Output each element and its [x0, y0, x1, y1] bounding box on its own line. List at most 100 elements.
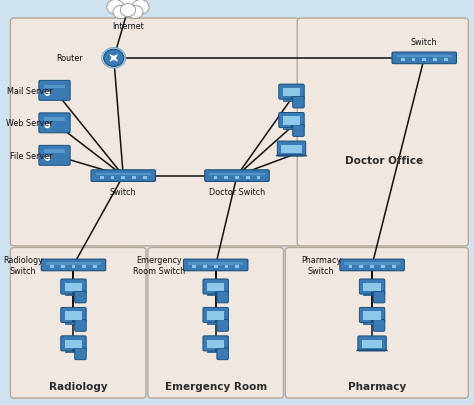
FancyBboxPatch shape	[392, 53, 456, 64]
FancyBboxPatch shape	[91, 171, 155, 182]
FancyBboxPatch shape	[207, 283, 224, 292]
FancyBboxPatch shape	[143, 177, 146, 179]
Text: Internet: Internet	[112, 22, 144, 31]
FancyBboxPatch shape	[344, 262, 400, 265]
FancyBboxPatch shape	[39, 146, 70, 166]
Text: Pharmacy: Pharmacy	[348, 381, 406, 391]
Circle shape	[113, 6, 128, 19]
FancyBboxPatch shape	[203, 336, 228, 351]
FancyBboxPatch shape	[205, 171, 269, 182]
FancyBboxPatch shape	[210, 173, 264, 176]
FancyBboxPatch shape	[65, 340, 82, 348]
Circle shape	[45, 125, 50, 128]
FancyBboxPatch shape	[207, 294, 224, 296]
Circle shape	[107, 0, 124, 15]
FancyBboxPatch shape	[192, 266, 196, 269]
Text: Mail Server: Mail Server	[7, 87, 52, 96]
Circle shape	[102, 49, 126, 69]
FancyBboxPatch shape	[283, 100, 300, 101]
Text: Doctor Office: Doctor Office	[345, 156, 423, 166]
FancyBboxPatch shape	[285, 248, 468, 398]
FancyBboxPatch shape	[61, 308, 86, 323]
FancyBboxPatch shape	[148, 248, 283, 398]
FancyBboxPatch shape	[293, 126, 304, 137]
FancyBboxPatch shape	[65, 351, 82, 352]
FancyBboxPatch shape	[39, 81, 70, 101]
FancyBboxPatch shape	[39, 113, 70, 134]
FancyBboxPatch shape	[279, 113, 304, 128]
FancyBboxPatch shape	[217, 348, 228, 360]
FancyBboxPatch shape	[392, 266, 395, 269]
FancyBboxPatch shape	[217, 292, 228, 303]
FancyBboxPatch shape	[214, 266, 218, 269]
FancyBboxPatch shape	[358, 336, 386, 351]
FancyBboxPatch shape	[381, 266, 385, 269]
FancyBboxPatch shape	[444, 59, 447, 62]
FancyBboxPatch shape	[203, 266, 207, 269]
FancyBboxPatch shape	[359, 266, 363, 269]
FancyBboxPatch shape	[374, 320, 385, 331]
Text: Switch: Switch	[110, 188, 137, 197]
FancyBboxPatch shape	[364, 283, 381, 292]
FancyBboxPatch shape	[411, 59, 415, 62]
FancyBboxPatch shape	[364, 294, 381, 296]
FancyBboxPatch shape	[359, 308, 385, 323]
FancyBboxPatch shape	[217, 320, 228, 331]
FancyBboxPatch shape	[75, 348, 86, 360]
Text: File Server: File Server	[9, 151, 52, 160]
Polygon shape	[356, 350, 388, 351]
Text: Emergency
Room Switch: Emergency Room Switch	[133, 256, 185, 275]
FancyBboxPatch shape	[364, 322, 381, 324]
FancyBboxPatch shape	[44, 85, 65, 89]
FancyBboxPatch shape	[374, 292, 385, 303]
FancyBboxPatch shape	[75, 292, 86, 303]
FancyBboxPatch shape	[188, 262, 244, 265]
Circle shape	[104, 50, 124, 67]
FancyBboxPatch shape	[225, 266, 228, 269]
FancyBboxPatch shape	[297, 19, 468, 246]
Text: Pharmacy
Switch: Pharmacy Switch	[301, 256, 341, 275]
FancyBboxPatch shape	[82, 266, 86, 269]
FancyBboxPatch shape	[65, 283, 82, 292]
Text: Radiology
Switch: Radiology Switch	[3, 256, 43, 275]
FancyBboxPatch shape	[277, 142, 306, 157]
FancyBboxPatch shape	[183, 260, 248, 271]
Circle shape	[120, 4, 136, 17]
Text: Emergency Room: Emergency Room	[164, 381, 267, 391]
FancyBboxPatch shape	[44, 118, 65, 122]
FancyBboxPatch shape	[340, 260, 404, 271]
Circle shape	[45, 157, 50, 161]
FancyBboxPatch shape	[349, 266, 352, 269]
FancyBboxPatch shape	[61, 266, 64, 269]
FancyBboxPatch shape	[110, 177, 114, 179]
FancyBboxPatch shape	[235, 177, 239, 179]
Circle shape	[117, 0, 139, 11]
Circle shape	[45, 92, 50, 96]
FancyBboxPatch shape	[46, 262, 101, 265]
FancyBboxPatch shape	[370, 266, 374, 269]
FancyBboxPatch shape	[214, 177, 217, 179]
FancyBboxPatch shape	[283, 117, 300, 126]
Circle shape	[132, 0, 149, 15]
FancyBboxPatch shape	[364, 311, 381, 320]
FancyBboxPatch shape	[100, 177, 103, 179]
Text: Web Server: Web Server	[6, 119, 52, 128]
FancyBboxPatch shape	[121, 177, 125, 179]
FancyBboxPatch shape	[236, 266, 239, 269]
FancyBboxPatch shape	[207, 322, 224, 324]
FancyBboxPatch shape	[396, 55, 452, 58]
FancyBboxPatch shape	[293, 97, 304, 109]
FancyBboxPatch shape	[203, 279, 228, 294]
FancyBboxPatch shape	[433, 59, 437, 62]
FancyBboxPatch shape	[10, 248, 146, 398]
FancyBboxPatch shape	[44, 150, 65, 154]
FancyBboxPatch shape	[362, 340, 383, 348]
FancyBboxPatch shape	[207, 311, 224, 320]
FancyBboxPatch shape	[224, 177, 228, 179]
FancyBboxPatch shape	[75, 320, 86, 331]
FancyBboxPatch shape	[246, 177, 250, 179]
FancyBboxPatch shape	[359, 279, 385, 294]
FancyBboxPatch shape	[50, 266, 54, 269]
FancyBboxPatch shape	[41, 260, 106, 271]
FancyBboxPatch shape	[65, 311, 82, 320]
